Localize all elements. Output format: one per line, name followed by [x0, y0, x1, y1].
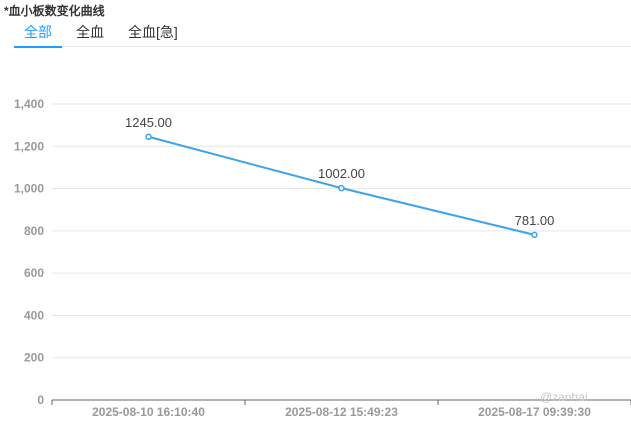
x-tick-label: 2025-08-10 16:10:40 [92, 405, 205, 419]
y-tick-label: 1,200 [14, 139, 44, 153]
data-label: 1245.00 [125, 115, 172, 130]
y-tick-label: 600 [24, 266, 44, 280]
y-tick-label: 800 [24, 224, 44, 238]
tab-bar: 全部 全血 全血[急] [14, 20, 631, 48]
y-tick-label: 200 [24, 351, 44, 365]
data-point [145, 133, 152, 141]
y-tick-label: 1,000 [14, 182, 44, 196]
data-label: 1002.00 [318, 166, 365, 181]
y-tick-label: 400 [24, 308, 44, 322]
data-label: 781.00 [515, 213, 555, 228]
tab-whole-blood-urgent[interactable]: 全血[急] [128, 24, 178, 40]
data-point [338, 184, 345, 192]
x-tick-label: 2025-08-12 15:49:23 [285, 405, 398, 419]
chart-panel-title: *血小板数变化曲线 [4, 4, 105, 18]
watermark-text: @zanhai [540, 390, 588, 404]
x-tick-label: 2025-08-17 09:39:30 [478, 405, 591, 419]
y-tick-label: 0 [37, 393, 44, 407]
tab-whole-blood[interactable]: 全血 [76, 24, 104, 40]
tab-all[interactable]: 全部 [14, 22, 62, 48]
y-tick-label: 1,400 [14, 97, 44, 111]
data-point [531, 231, 538, 239]
